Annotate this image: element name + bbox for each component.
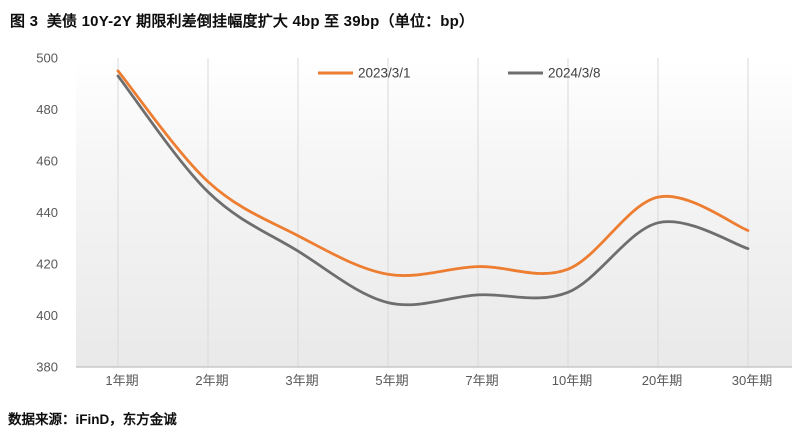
x-tick-label: 10年期: [552, 373, 592, 388]
plot-area: [76, 58, 792, 367]
y-tick-label: 380: [36, 360, 58, 375]
x-tick-label: 3年期: [285, 373, 318, 388]
x-tick-label: 20年期: [642, 373, 682, 388]
legend-label: 2024/3/8: [548, 66, 601, 81]
yield-curve-line-chart: 380 400 420 440 460 480 500 1年期 2年期 3年期 5年期 7年期 10年期…: [36, 51, 792, 388]
x-tick-label: 2年期: [195, 373, 228, 388]
x-tick-label: 7年期: [465, 373, 498, 388]
legend-label: 2023/3/1: [358, 66, 411, 81]
x-tick-label: 1年期: [105, 373, 138, 388]
data-source-note: 数据来源：iFinD，东方金诚: [8, 412, 177, 427]
series-line-2023-3-1: [116, 69, 750, 277]
y-tick-label: 480: [36, 102, 58, 117]
figure-title: 图 3 美债 10Y-2Y 期限利差倒挂幅度扩大 4bp 至 39bp（单位：b…: [10, 13, 475, 30]
x-tick-label: 5年期: [375, 373, 408, 388]
y-tick-label: 420: [36, 257, 58, 272]
y-tick-label: 400: [36, 308, 58, 323]
y-tick-label: 500: [36, 51, 58, 66]
y-tick-label: 440: [36, 205, 58, 220]
series-line-2024-3-8: [116, 74, 750, 307]
y-tick-label: 460: [36, 154, 58, 169]
x-tick-label: 30年期: [732, 373, 772, 388]
